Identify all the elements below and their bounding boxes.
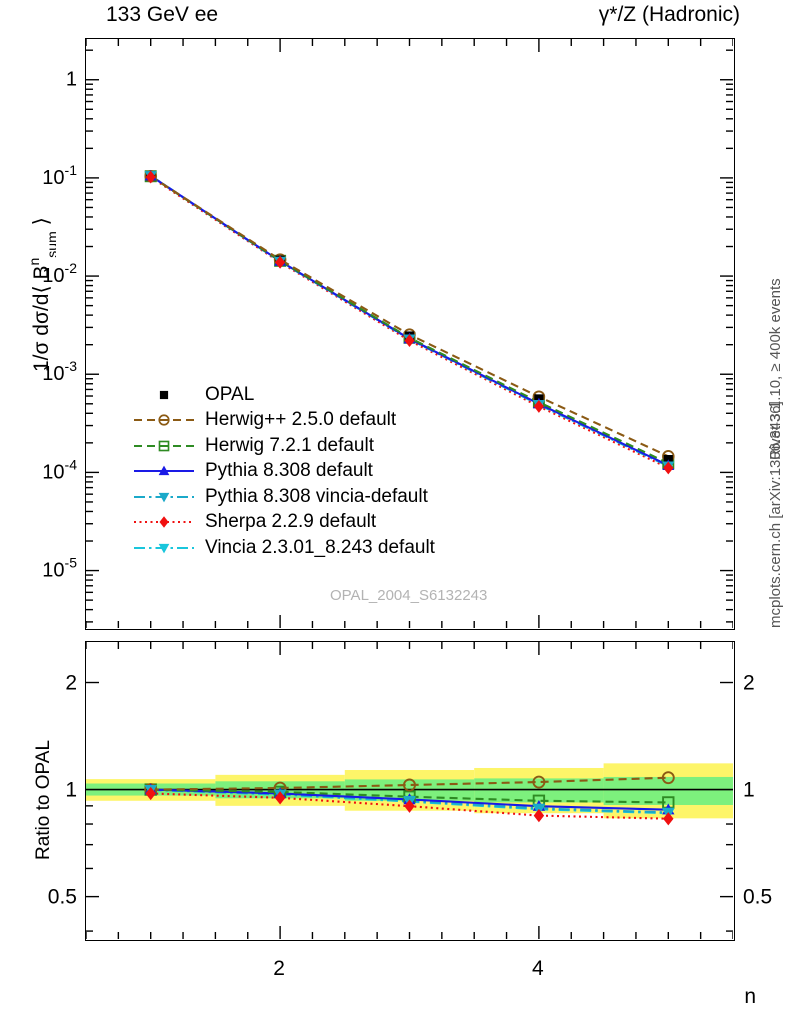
data-marker xyxy=(663,812,674,826)
y-ticklabel-ratio-right: 2 xyxy=(743,672,755,695)
data-marker xyxy=(158,440,170,452)
data-marker xyxy=(533,399,544,413)
main-plot-panel xyxy=(85,38,735,630)
legend-herwigpp[interactable]: Herwig++ 2.5.0 default xyxy=(133,408,435,434)
y-ticklabel-main: 10-3 xyxy=(42,358,77,385)
legend-sherpa-key xyxy=(133,512,195,532)
data-marker xyxy=(274,791,286,805)
legend-vincia-key xyxy=(133,538,195,558)
x-axis-title: n xyxy=(744,985,756,1008)
header-energy-label: 133 GeV ee xyxy=(106,3,219,26)
ratio-series-line xyxy=(150,788,669,804)
legend-pythia-vincia-key xyxy=(133,487,195,507)
data-marker xyxy=(663,461,674,475)
legend-pythia[interactable]: Pythia 8.308 default xyxy=(133,459,435,485)
main-plot-svg xyxy=(86,39,733,628)
data-marker xyxy=(158,414,170,426)
y-axis-title-ratio: Ratio to OPAL xyxy=(33,739,54,860)
legend-opal-label: OPAL xyxy=(205,383,255,405)
x-ticklabel: 4 xyxy=(532,957,544,980)
legend-pythia-vincia-label: Pythia 8.308 vincia-default xyxy=(205,485,428,507)
ratio-series-line xyxy=(150,776,669,791)
data-marker xyxy=(533,808,545,823)
data-marker xyxy=(404,334,415,348)
data-marker xyxy=(159,516,169,528)
legend-opal[interactable]: OPAL xyxy=(133,382,435,408)
legend-herwig7[interactable]: Herwig 7.2.1 default xyxy=(133,433,435,459)
legend-opal-key xyxy=(133,385,195,405)
uncertainty-band-green xyxy=(603,776,733,805)
y-axis-title-main-text: 1/σ dσ/d⟨ Bnsum ⟩ xyxy=(26,217,56,372)
header-process-label: γ*/Z (Hadronic) xyxy=(598,3,740,26)
data-marker xyxy=(145,170,156,184)
analysis-id-watermark: OPAL_2004_S6132243 xyxy=(330,587,488,604)
y-ticklabel-main: 10-4 xyxy=(42,456,77,483)
data-marker xyxy=(661,771,675,785)
x-ticklabel: 2 xyxy=(273,957,285,980)
y-ticklabel-ratio: 0.5 xyxy=(48,886,77,909)
y-ticklabel-main: 10-1 xyxy=(42,162,77,189)
data-marker xyxy=(403,778,416,792)
data-marker xyxy=(404,799,415,813)
legend-sherpa-label: Sherpa 2.2.9 default xyxy=(205,511,377,533)
legend-herwigpp-key xyxy=(133,410,195,430)
data-marker xyxy=(532,775,546,789)
legend: OPAL Herwig++ 2.5.0 default Herwig 7.2.1 d… xyxy=(133,382,435,561)
legend-herwigpp-label: Herwig++ 2.5.0 default xyxy=(205,409,397,431)
y-ticklabel-main: 10-2 xyxy=(42,260,77,287)
y-ticklabel-ratio: 2 xyxy=(65,672,77,695)
legend-sherpa[interactable]: Sherpa 2.2.9 default xyxy=(133,510,435,536)
y-ticklabel-ratio-right: 1 xyxy=(743,779,755,802)
ratio-plot-svg xyxy=(86,642,733,939)
data-marker xyxy=(275,255,286,269)
data-marker xyxy=(145,786,156,801)
data-marker xyxy=(158,543,170,554)
data-marker xyxy=(158,465,170,476)
y-axis-title-main: 1/σ dσ/d⟨ Bnsum ⟩ xyxy=(26,217,56,372)
legend-herwig7-key xyxy=(133,436,195,456)
y-ticklabel-main: 1 xyxy=(66,69,77,91)
ratio-plot-panel xyxy=(85,641,735,941)
legend-herwig7-label: Herwig 7.2.1 default xyxy=(205,434,374,456)
y-ticklabel-main: 10-5 xyxy=(42,555,77,582)
legend-pythia-label: Pythia 8.308 default xyxy=(205,460,373,482)
mcplots-source-note: mcplots.cern.ch [arXiv:1306.3436] xyxy=(767,401,784,628)
y-ticklabel-ratio: 1 xyxy=(65,779,77,802)
data-marker xyxy=(159,390,169,399)
legend-pythia-vincia[interactable]: Pythia 8.308 vincia-default xyxy=(133,484,435,510)
legend-pythia-key xyxy=(133,461,195,481)
legend-vincia-label: Vincia 2.3.01_8.243 default xyxy=(205,536,435,558)
legend-vincia[interactable]: Vincia 2.3.01_8.243 default xyxy=(133,535,435,561)
y-ticklabel-ratio-right: 0.5 xyxy=(743,886,772,909)
data-marker xyxy=(158,492,170,503)
